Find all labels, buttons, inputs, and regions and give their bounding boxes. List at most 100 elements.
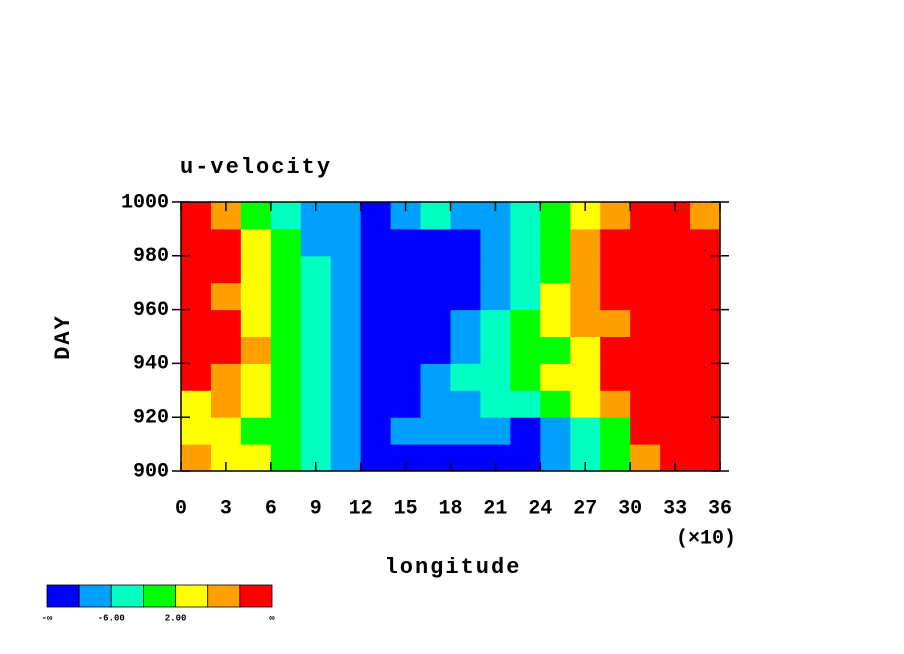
- chart-title: u-velocity: [180, 155, 332, 180]
- x-tick-label: 6: [265, 497, 277, 520]
- contour-cell: [181, 336, 212, 364]
- contour-cell: [510, 255, 541, 284]
- contour-cell: [510, 282, 541, 311]
- contour-cell: [330, 363, 362, 391]
- contour-cell: [480, 282, 511, 311]
- contour-cell: [300, 390, 332, 418]
- contour-cell: [660, 417, 691, 445]
- contour-cell: [480, 363, 511, 391]
- contour-cell: [390, 309, 422, 337]
- contour-cell: [420, 202, 451, 230]
- y-tick-label: 900: [133, 460, 169, 483]
- contour-cell: [690, 282, 721, 311]
- contour-cell: [390, 255, 422, 284]
- contour-cell: [480, 417, 511, 445]
- contour-cell: [210, 255, 242, 284]
- contour-cell: [240, 417, 272, 445]
- contour-cell: [690, 309, 721, 337]
- contour-cell: [600, 282, 631, 311]
- contour-cell: [210, 282, 242, 311]
- contour-cell: [540, 444, 571, 472]
- contour-cell: [181, 202, 212, 230]
- contour-cell: [360, 202, 392, 230]
- contour-cell: [300, 417, 332, 445]
- contour-cell: [181, 417, 212, 445]
- contour-cell: [240, 255, 272, 284]
- contour-cell: [690, 255, 721, 284]
- contour-cell: [300, 363, 332, 391]
- contour-cell: [690, 363, 721, 391]
- contour-cell: [450, 282, 481, 311]
- colorbar-label: 2.00: [165, 613, 187, 623]
- contour-cell: [300, 228, 332, 257]
- contour-cell: [360, 417, 392, 445]
- contour-cell: [360, 363, 392, 391]
- contour-cell: [181, 444, 212, 472]
- contour-cell: [270, 309, 302, 337]
- contour-cell: [420, 363, 451, 391]
- y-tick-label: 1000: [121, 191, 169, 214]
- contour-cell: [570, 228, 601, 257]
- contour-cell: [390, 417, 422, 445]
- contour-cell: [270, 202, 302, 230]
- contour-cell: [420, 336, 451, 364]
- contour-cell: [330, 282, 362, 311]
- contour-cell: [390, 282, 422, 311]
- contour-cell: [240, 444, 272, 472]
- contour-cell: [210, 336, 242, 364]
- x-tick-label: 27: [573, 497, 597, 520]
- contour-cell: [390, 390, 422, 418]
- contour-cell: [360, 255, 392, 284]
- contour-cell: [210, 390, 242, 418]
- contour-cell: [540, 228, 571, 257]
- x-tick-label: 36: [708, 497, 732, 520]
- contour-cell: [570, 255, 601, 284]
- x-tick-label: 30: [618, 497, 642, 520]
- contour-cell: [630, 202, 661, 230]
- contour-cell: [660, 336, 691, 364]
- contour-cell: [510, 444, 541, 472]
- x-tick-label: 3: [220, 497, 232, 520]
- contour-cell: [690, 390, 721, 418]
- contour-cell: [540, 390, 571, 418]
- contour-cell: [330, 255, 362, 284]
- contour-cell: [270, 336, 302, 364]
- contour-cell: [270, 444, 302, 472]
- contour-cell: [210, 363, 242, 391]
- colorbar-box: [110, 584, 144, 608]
- contour-cell: [540, 309, 571, 337]
- contour-cell: [420, 282, 451, 311]
- contour-cell: [600, 255, 631, 284]
- y-tick-label: 920: [133, 406, 169, 429]
- contour-cell: [450, 228, 481, 257]
- contour-cell: [240, 228, 272, 257]
- contour-cell: [480, 255, 511, 284]
- contour-cell: [450, 202, 481, 230]
- contour-cell: [420, 309, 451, 337]
- contour-cell: [390, 336, 422, 364]
- contour-cell: [480, 228, 511, 257]
- contour-cell: [660, 282, 691, 311]
- colorbar-label: -6.00: [98, 613, 125, 623]
- contour-cell: [630, 309, 661, 337]
- contour-cell: [360, 390, 392, 418]
- contour-cell: [540, 363, 571, 391]
- contour-cell: [510, 336, 541, 364]
- y-tick-label: 980: [133, 245, 169, 268]
- contour-cell: [480, 390, 511, 418]
- x-tick-label: 18: [438, 497, 462, 520]
- contour-cell: [420, 444, 451, 472]
- contour-cell: [330, 309, 362, 337]
- contour-cell: [690, 444, 721, 472]
- contour-cell: [510, 363, 541, 391]
- contour-cell: [510, 309, 541, 337]
- contour-cell: [360, 444, 392, 472]
- contour-cell: [630, 336, 661, 364]
- contour-cell: [600, 309, 631, 337]
- contour-cell: [181, 255, 212, 284]
- contour-cell: [630, 255, 661, 284]
- contour-cell: [510, 228, 541, 257]
- contour-cell: [390, 363, 422, 391]
- contour-cell: [600, 228, 631, 257]
